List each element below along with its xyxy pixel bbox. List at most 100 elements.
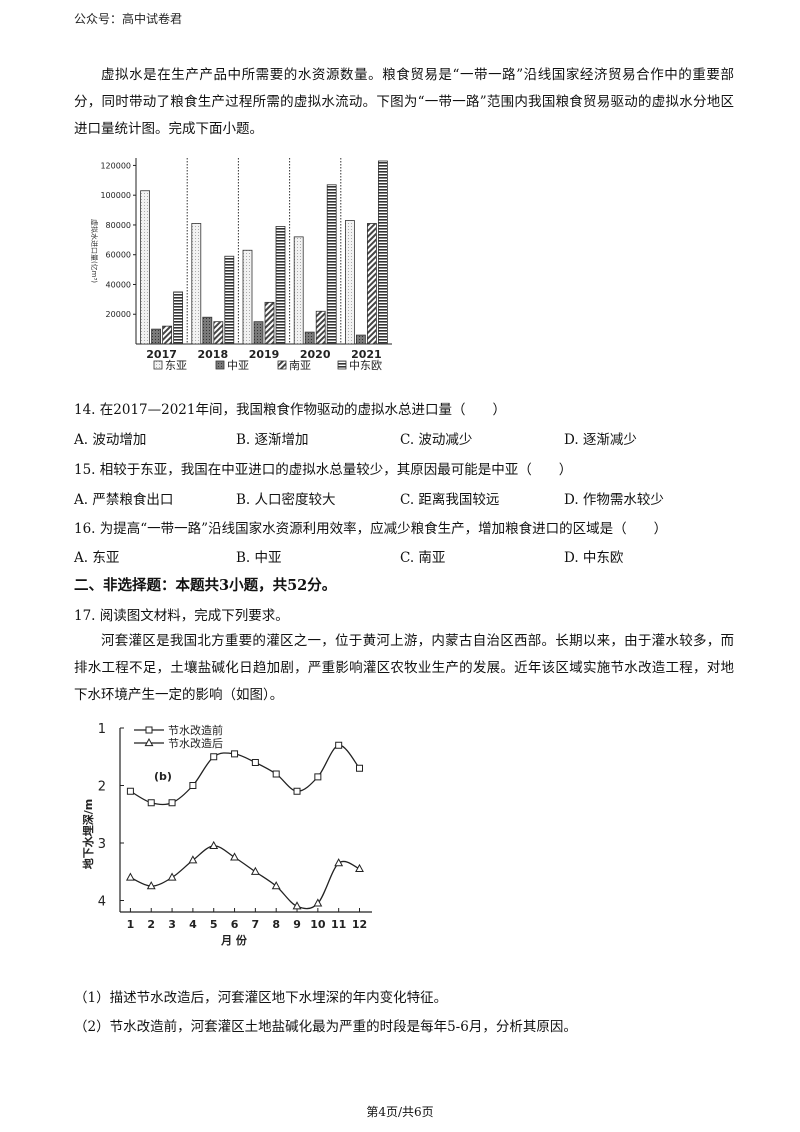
x-tick-label: 9 <box>293 918 301 931</box>
y-tick-label: 120000 <box>100 161 131 170</box>
x-tick-label: 7 <box>252 918 260 931</box>
bar-2019-1 <box>253 321 264 345</box>
legend-label: 节水改造后 <box>168 736 223 750</box>
data-point-triangle <box>167 872 177 881</box>
section-2-title: 二、非选择题：本题共3小题，共52分。 <box>74 577 337 594</box>
option-b[interactable]: B. 逐渐增加 <box>236 432 309 448</box>
y-tick-label: 60000 <box>106 251 131 260</box>
y-axis-label: 虚拟水进口量(亿m³) <box>90 219 99 283</box>
legend-marker <box>145 726 153 734</box>
y-tick-label: 20000 <box>106 310 131 319</box>
x-tick-label: 6 <box>231 918 239 931</box>
bar-2021-2 <box>366 223 377 345</box>
legend-label: 中亚 <box>227 359 249 372</box>
legend-label: 节水改造前 <box>168 723 223 737</box>
data-point-triangle <box>292 901 302 910</box>
legend-label: 中东欧 <box>349 359 382 372</box>
x-axis-label: 月 份 <box>220 933 248 947</box>
legend-swatch <box>215 360 225 370</box>
data-point-triangle <box>334 858 344 867</box>
option-b[interactable]: B. 中亚 <box>236 550 282 566</box>
data-point-square <box>251 759 259 766</box>
question-17-sub-1: （1）描述节水改造后，河套灌区地下水埋深的年内变化特征。 <box>74 990 448 1006</box>
data-point-triangle <box>250 866 260 875</box>
bar-2019-2 <box>264 301 275 345</box>
x-tick-label: 2018 <box>197 348 228 361</box>
x-tick-label: 2020 <box>300 348 331 361</box>
data-point-triangle <box>230 852 239 861</box>
data-point-triangle <box>313 898 323 907</box>
page-footer: 第4页/共6页 <box>366 1105 434 1119</box>
legend-swatch <box>153 360 163 370</box>
data-point-square <box>231 750 239 758</box>
data-point-square <box>147 799 155 807</box>
legend-label: 南亚 <box>289 359 311 372</box>
question-17-stem: 17. 阅读图文材料，完成下列要求。 <box>74 608 289 624</box>
x-tick-label: 10 <box>310 918 326 931</box>
option-a[interactable]: A. 严禁粮食出口 <box>74 492 174 508</box>
option-d[interactable]: D. 作物需水较少 <box>564 492 664 508</box>
option-c[interactable]: C. 南亚 <box>400 550 446 566</box>
bar-2017-1 <box>151 328 161 345</box>
x-tick-label: 8 <box>272 918 280 931</box>
data-point-square <box>335 741 343 749</box>
data-point-square <box>168 799 176 807</box>
bar-2017-3 <box>173 291 183 345</box>
y-tick-label: 4 <box>98 895 106 910</box>
option-c[interactable]: C. 波动减少 <box>400 432 473 448</box>
x-tick-label: 2021 <box>351 348 382 361</box>
x-tick-label: 4 <box>189 918 197 931</box>
chart-annotation: (b) <box>154 770 172 783</box>
data-point-triangle <box>271 881 281 890</box>
legend-label: 东亚 <box>165 359 187 372</box>
y-axis-label: 地下水埋深/m <box>82 799 95 869</box>
legend-marker <box>144 737 154 747</box>
question-17-material: 河套灌区是我国北方重要的灌区之一，位于黄河上游，内蒙古自治区西部。长期以来，由于… <box>74 633 734 703</box>
y-tick-label: 3 <box>98 837 106 852</box>
question-17-sub-2: （2）节水改造前，河套灌区土地盐碱化最为严重的时段是每年5-6月，分析其原因。 <box>74 1019 577 1035</box>
option-a[interactable]: A. 东亚 <box>74 550 120 566</box>
bar-2018-2 <box>213 321 224 345</box>
option-a[interactable]: A. 波动增加 <box>74 432 147 448</box>
data-point-triangle <box>146 881 156 890</box>
x-tick-label: 3 <box>168 918 176 931</box>
bar-2019-0 <box>242 249 253 345</box>
question-15-stem: 15. 相较于东亚，我国在中亚进口的虚拟水总量较少，其原因最可能是中亚（ ） <box>74 462 573 478</box>
option-b[interactable]: B. 人口密度较大 <box>236 492 336 508</box>
data-point-square <box>189 782 197 789</box>
question-16-stem: 16. 为提高“一带一路”沿线国家水资源利用效率，应减少粮食生产，增加粮食进口的… <box>74 521 668 537</box>
bar-2021-1 <box>355 334 366 345</box>
intro-paragraph: 虚拟水是在生产产品中所需要的水资源数量。粮食贸易是“一带一路”沿线国家经济贸易合… <box>74 67 734 137</box>
bar-2020-2 <box>315 310 326 345</box>
page-header: 公众号：高中试卷君 <box>74 12 183 26</box>
data-point-square <box>314 773 322 781</box>
x-tick-label: 12 <box>352 918 367 931</box>
bar-2021-0 <box>344 220 355 345</box>
bar-2018-0 <box>191 223 202 345</box>
question-14-stem: 14. 在2017—2021年间，我国粮食作物驱动的虚拟水总进口量（ ） <box>74 402 506 418</box>
bar-2021-3 <box>377 160 388 345</box>
option-d[interactable]: D. 中东欧 <box>564 550 624 566</box>
y-tick-label: 100000 <box>100 191 131 200</box>
bar-2020-0 <box>293 236 304 345</box>
option-c[interactable]: C. 距离我国较远 <box>400 492 500 508</box>
y-tick-label: 40000 <box>106 280 131 289</box>
series-line-1 <box>130 845 360 910</box>
data-point-triangle <box>209 840 219 849</box>
legend-swatch <box>277 360 287 370</box>
bar-2017-0 <box>140 190 150 345</box>
x-tick-label: 1 <box>127 918 135 931</box>
x-tick-label: 11 <box>331 918 346 931</box>
y-tick-label: 2 <box>98 780 106 795</box>
data-point-square <box>210 753 218 761</box>
legend-swatch <box>337 360 347 370</box>
bar-2019-3 <box>275 226 286 345</box>
x-tick-label: 2019 <box>249 348 280 361</box>
y-tick-label: 80000 <box>106 221 131 230</box>
bar-2017-2 <box>162 325 172 345</box>
virtual-water-bar-chart: 20000 40000 60000 80000 100000 120000 虚拟水进口量(亿… <box>90 158 392 372</box>
x-tick-label: 5 <box>210 918 218 931</box>
option-d[interactable]: D. 逐渐减少 <box>564 432 637 448</box>
y-tick-label: 1 <box>98 722 106 737</box>
